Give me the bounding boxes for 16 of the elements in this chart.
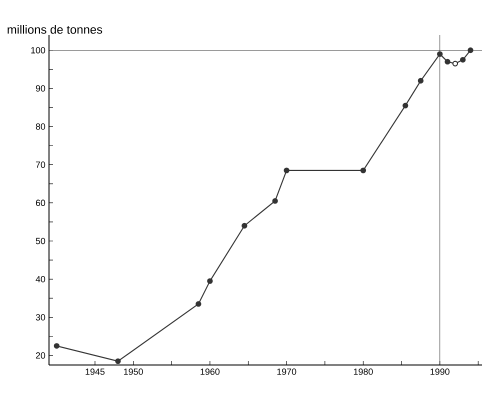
y-tick-label: 50 <box>36 238 46 244</box>
x-tick-label: 1990 <box>430 368 450 375</box>
y-tick-label: 40 <box>36 276 46 282</box>
x-tick-label: 1960 <box>200 368 220 375</box>
y-tick-label: 70 <box>36 162 46 168</box>
x-tick-label: 1980 <box>354 368 373 375</box>
x-tick-label: 1950 <box>124 368 143 375</box>
y-tick-label: 60 <box>36 200 46 206</box>
y-axis-title: millions de tonnes <box>8 25 102 34</box>
y-tick-label: 20 <box>36 352 46 359</box>
y-tick-label: 90 <box>36 85 46 92</box>
x-tick-label: 1970 <box>277 368 296 375</box>
x-tick-label: 1945 <box>86 368 105 375</box>
y-tick-label: 80 <box>36 123 46 130</box>
y-tick-label: 100 <box>31 47 46 54</box>
y-tick-label: 30 <box>36 314 46 320</box>
